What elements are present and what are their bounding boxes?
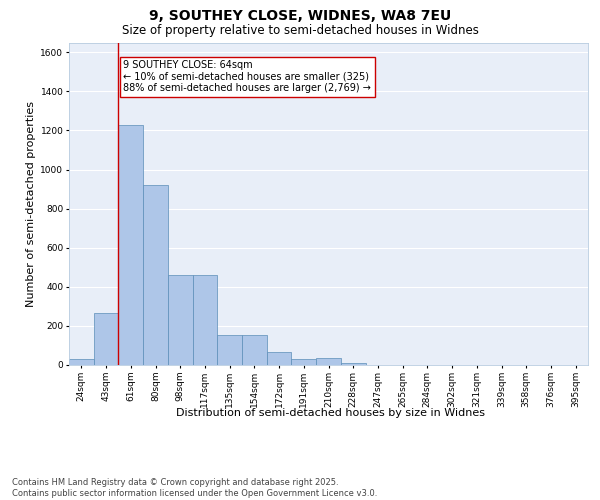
Text: Contains HM Land Registry data © Crown copyright and database right 2025.
Contai: Contains HM Land Registry data © Crown c… xyxy=(12,478,377,498)
Bar xyxy=(341,363,365,365)
Text: Distribution of semi-detached houses by size in Widnes: Distribution of semi-detached houses by … xyxy=(176,408,485,418)
Bar xyxy=(292,359,316,365)
Bar xyxy=(143,185,168,365)
Bar xyxy=(217,334,242,365)
Bar xyxy=(69,359,94,365)
Bar xyxy=(316,358,341,365)
Bar xyxy=(168,275,193,365)
Bar xyxy=(94,313,118,365)
Bar xyxy=(193,275,217,365)
Bar xyxy=(242,334,267,365)
Text: Size of property relative to semi-detached houses in Widnes: Size of property relative to semi-detach… xyxy=(122,24,478,37)
Y-axis label: Number of semi-detached properties: Number of semi-detached properties xyxy=(26,101,36,306)
Text: 9, SOUTHEY CLOSE, WIDNES, WA8 7EU: 9, SOUTHEY CLOSE, WIDNES, WA8 7EU xyxy=(149,9,451,23)
Bar xyxy=(118,124,143,365)
Text: 9 SOUTHEY CLOSE: 64sqm
← 10% of semi-detached houses are smaller (325)
88% of se: 9 SOUTHEY CLOSE: 64sqm ← 10% of semi-det… xyxy=(124,60,371,94)
Bar xyxy=(267,352,292,365)
